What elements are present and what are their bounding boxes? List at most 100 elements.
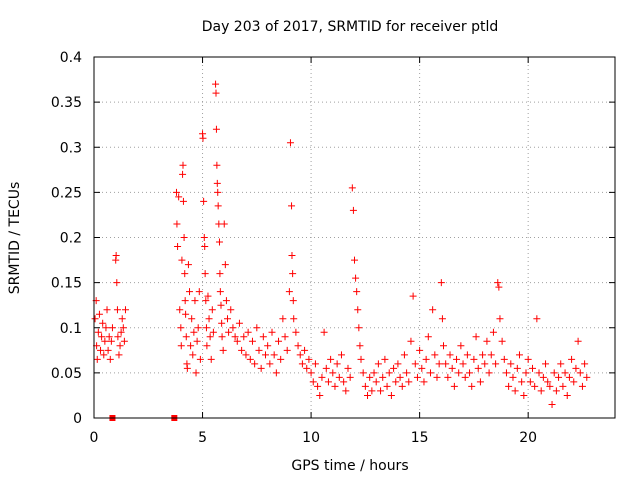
data-point bbox=[219, 346, 227, 354]
data-point bbox=[186, 288, 194, 296]
data-point bbox=[181, 297, 189, 305]
data-point bbox=[205, 315, 213, 323]
data-point bbox=[259, 333, 267, 341]
data-point bbox=[184, 261, 192, 269]
data-point bbox=[242, 351, 250, 359]
data-point bbox=[426, 369, 434, 377]
data-point bbox=[298, 360, 306, 368]
data-point bbox=[356, 342, 364, 350]
data-point bbox=[212, 80, 220, 88]
data-point bbox=[215, 238, 223, 246]
data-point bbox=[100, 351, 108, 359]
data-point bbox=[355, 324, 363, 332]
y-tick-label: 0.3 bbox=[60, 140, 82, 156]
data-point bbox=[396, 373, 404, 381]
data-point bbox=[307, 369, 315, 377]
data-point bbox=[357, 355, 365, 363]
data-point bbox=[213, 179, 221, 187]
x-tick-label: 5 bbox=[198, 430, 207, 446]
data-point bbox=[268, 328, 276, 336]
data-point bbox=[420, 378, 428, 386]
data-point bbox=[290, 315, 298, 323]
data-point bbox=[535, 369, 543, 377]
data-point bbox=[277, 355, 285, 363]
data-point bbox=[320, 328, 328, 336]
data-point bbox=[349, 206, 357, 214]
data-point bbox=[505, 382, 513, 390]
data-point bbox=[316, 391, 324, 399]
data-point bbox=[344, 364, 352, 372]
data-point bbox=[557, 360, 565, 368]
data-point bbox=[333, 360, 341, 368]
data-point bbox=[340, 378, 348, 386]
data-point bbox=[289, 297, 297, 305]
data-point bbox=[440, 342, 448, 350]
chart-title: Day 203 of 2017, SRMTID for receiver ptl… bbox=[202, 19, 499, 35]
data-point bbox=[253, 324, 261, 332]
data-point bbox=[407, 337, 415, 345]
data-point bbox=[112, 252, 120, 260]
data-point bbox=[437, 279, 445, 287]
data-point bbox=[387, 391, 395, 399]
data-point bbox=[524, 355, 532, 363]
data-point bbox=[483, 337, 491, 345]
data-point bbox=[203, 342, 211, 350]
data-point bbox=[201, 243, 209, 251]
data-point bbox=[442, 360, 450, 368]
data-point bbox=[424, 333, 432, 341]
data-point bbox=[552, 387, 560, 395]
data-point bbox=[495, 283, 503, 291]
data-point bbox=[227, 306, 235, 314]
data-point bbox=[457, 342, 465, 350]
data-point bbox=[496, 315, 504, 323]
data-point bbox=[507, 360, 515, 368]
data-point bbox=[213, 161, 221, 169]
data-point bbox=[470, 355, 478, 363]
data-point bbox=[301, 346, 309, 354]
data-point bbox=[199, 134, 207, 142]
data-point bbox=[309, 378, 317, 386]
data-point bbox=[115, 351, 123, 359]
data-point bbox=[103, 306, 111, 314]
data-point bbox=[240, 333, 248, 341]
data-point bbox=[264, 342, 272, 350]
data-point bbox=[206, 333, 214, 341]
data-point bbox=[542, 360, 550, 368]
data-point bbox=[539, 373, 547, 381]
data-point bbox=[463, 351, 471, 359]
data-point bbox=[196, 355, 204, 363]
y-tick-label: 0.05 bbox=[51, 366, 82, 382]
data-point bbox=[466, 369, 474, 377]
data-point bbox=[175, 193, 183, 201]
data-point bbox=[176, 306, 184, 314]
data-point bbox=[182, 333, 190, 341]
y-axis-title: SRMTID / TECUs bbox=[7, 182, 23, 295]
y-tick-label: 0.35 bbox=[51, 95, 82, 111]
data-point bbox=[385, 369, 393, 377]
data-point bbox=[251, 360, 259, 368]
data-point bbox=[555, 373, 563, 381]
data-point bbox=[359, 369, 367, 377]
data-point bbox=[200, 197, 208, 205]
data-point bbox=[216, 288, 224, 296]
data-point bbox=[118, 315, 126, 323]
data-point bbox=[405, 378, 413, 386]
data-point bbox=[235, 319, 243, 327]
data-point bbox=[231, 333, 239, 341]
data-point bbox=[218, 319, 226, 327]
data-point bbox=[416, 346, 424, 354]
data-point bbox=[329, 369, 337, 377]
data-point bbox=[548, 400, 556, 408]
data-point bbox=[327, 355, 335, 363]
data-point bbox=[179, 161, 187, 169]
data-point bbox=[322, 364, 330, 372]
data-point bbox=[224, 315, 232, 323]
data-point bbox=[342, 387, 350, 395]
data-point bbox=[568, 355, 576, 363]
data-point bbox=[275, 337, 283, 345]
data-point bbox=[429, 306, 437, 314]
data-point bbox=[201, 270, 209, 278]
data-point bbox=[266, 360, 274, 368]
x-tick-label: 20 bbox=[519, 430, 537, 446]
data-point bbox=[212, 89, 220, 97]
